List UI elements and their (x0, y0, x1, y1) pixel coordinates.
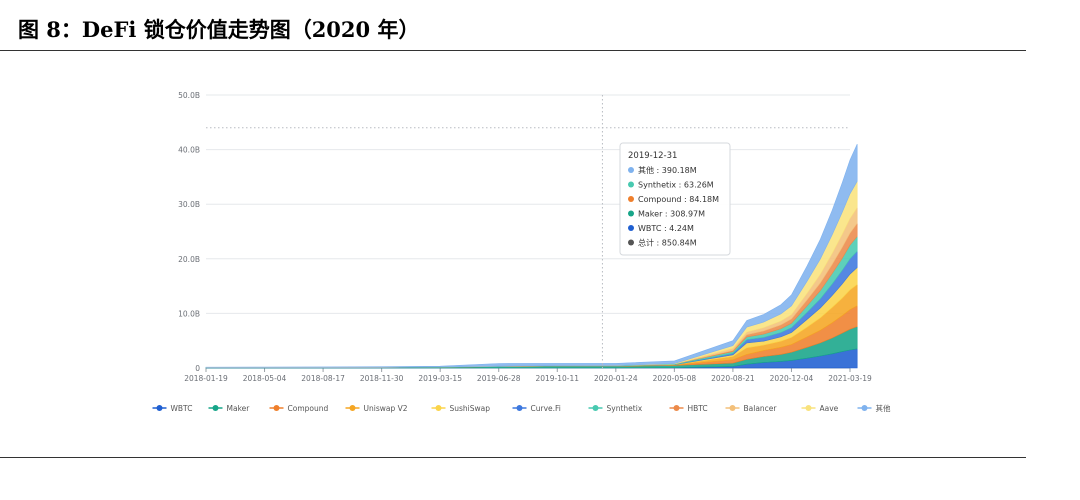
x-tick-label: 2018-11-30 (360, 374, 404, 383)
area-series (205, 143, 858, 368)
top-rule (0, 50, 1026, 51)
y-tick-label: 30.0B (178, 200, 200, 209)
x-tick-label: 2019-03-15 (418, 374, 462, 383)
legend-marker (273, 405, 280, 411)
legend-marker (349, 405, 356, 411)
legend-marker (805, 405, 812, 411)
x-tick-label: 2020-05-08 (653, 374, 697, 383)
x-tick-label: 2020-08-21 (711, 374, 755, 383)
bottom-rule (0, 457, 1026, 458)
x-tick-label: 2021-03-19 (828, 374, 872, 383)
tooltip-marker (628, 210, 634, 217)
legend-label: Balancer (744, 404, 778, 413)
tooltip-row: WBTC : 4.24M (638, 224, 694, 233)
tooltip-marker (628, 181, 634, 188)
legend-marker (212, 405, 219, 411)
y-tick-label: 20.0B (178, 255, 200, 264)
tooltip-marker (628, 239, 634, 246)
legend-marker (516, 405, 523, 411)
legend-label: Compound (288, 404, 329, 413)
legend-label: HBTC (688, 404, 708, 413)
x-tick-label: 2019-10-11 (535, 374, 579, 383)
legend-label: Aave (820, 404, 839, 413)
x-tick-label: 2020-12-04 (770, 374, 814, 383)
tooltip-marker (628, 167, 634, 173)
y-tick-label: 0 (195, 364, 200, 373)
x-tick-label: 2020-01-24 (594, 374, 638, 383)
tooltip-date: 2019-12-31 (628, 151, 677, 161)
tooltip-row: 其他 : 390.18M (638, 165, 697, 175)
tooltip-row: 总计 : 850.84M (638, 238, 697, 248)
y-tick-label: 40.0B (178, 146, 200, 155)
legend-label: Curve.Fi (531, 404, 561, 413)
x-tick-label: 2018-08-17 (301, 374, 345, 383)
tooltip-row: Synthetix : 63.26M (638, 181, 714, 190)
legend-marker (435, 405, 442, 411)
x-tick-label: 2018-01-19 (184, 374, 228, 383)
legend-marker (729, 405, 736, 411)
legend-marker (673, 405, 680, 411)
tooltip-box (619, 142, 731, 256)
legend-marker (592, 405, 599, 411)
legend-label: WBTC (171, 404, 193, 413)
tooltip-marker (628, 196, 634, 202)
tooltip-marker (628, 225, 634, 231)
legend-label: Synthetix (607, 404, 643, 413)
legend-label: Uniswap V2 (364, 404, 408, 413)
legend-label: Maker (227, 404, 251, 413)
page-title: 图 8：DeFi 锁仓价值走势图（2020 年） (18, 17, 420, 42)
y-tick-label: 10.0B (178, 309, 200, 318)
tooltip-row: Maker : 308.97M (638, 210, 705, 219)
legend-marker (861, 405, 868, 411)
x-tick-label: 2018-05-04 (243, 374, 287, 383)
legend-label: SushiSwap (450, 404, 491, 413)
legend-marker (156, 405, 163, 411)
tooltip-row: Compound : 84.18M (638, 195, 719, 204)
y-tick-label: 50.0B (178, 91, 200, 100)
x-tick-label: 2019-06-28 (477, 374, 521, 383)
legend-label: 其他 (876, 403, 891, 413)
